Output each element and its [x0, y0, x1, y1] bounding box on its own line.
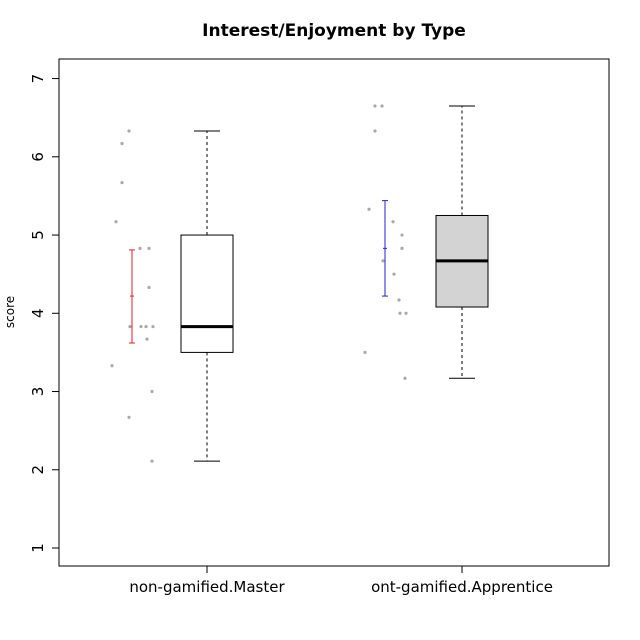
y-tick-label: 2 — [29, 465, 47, 475]
data-point — [400, 246, 404, 250]
data-point — [145, 337, 149, 341]
data-point — [127, 129, 131, 133]
data-point — [147, 285, 151, 290]
data-point — [120, 181, 124, 185]
data-point — [398, 311, 402, 315]
data-point — [373, 129, 377, 133]
data-point — [150, 459, 154, 463]
x-tick-label: ont-gamified.Apprentice — [371, 578, 553, 596]
y-tick-label: 3 — [29, 387, 47, 397]
y-tick-label: 6 — [29, 152, 47, 162]
data-point — [392, 272, 396, 276]
data-point — [363, 350, 367, 355]
data-point — [404, 311, 408, 315]
y-tick-label: 7 — [29, 74, 47, 84]
y-tick-label: 4 — [29, 309, 47, 319]
data-point — [120, 141, 124, 146]
data-point — [114, 220, 118, 224]
y-axis-label: score — [3, 296, 17, 328]
plot-area — [110, 104, 489, 463]
data-point — [138, 246, 142, 250]
y-tick-label: 1 — [29, 543, 47, 553]
data-point — [400, 233, 404, 237]
data-point — [151, 324, 155, 329]
data-point — [110, 364, 114, 368]
data-point — [380, 104, 384, 108]
data-point — [147, 246, 151, 250]
chart-title: Interest/Enjoyment by Type — [202, 21, 466, 41]
data-point — [397, 298, 401, 302]
x-axis: non-gamified.Master ont-gamified.Apprenti… — [129, 566, 553, 596]
y-tick-label: 5 — [29, 230, 47, 240]
y-axis: 1 2 3 4 5 6 7 — [29, 74, 60, 553]
iqr-box — [180, 234, 234, 353]
data-point — [150, 389, 154, 394]
data-point — [403, 376, 407, 380]
plot-frame — [58, 58, 610, 567]
data-point — [367, 207, 371, 211]
box-group — [110, 129, 234, 463]
data-point — [139, 324, 143, 329]
data-point — [373, 104, 377, 108]
data-point — [144, 324, 148, 329]
x-tick-label: non-gamified.Master — [129, 578, 285, 596]
data-point — [128, 324, 132, 329]
box-group — [363, 104, 489, 380]
data-point — [381, 259, 385, 263]
data-point — [391, 220, 395, 224]
data-point — [127, 415, 131, 419]
